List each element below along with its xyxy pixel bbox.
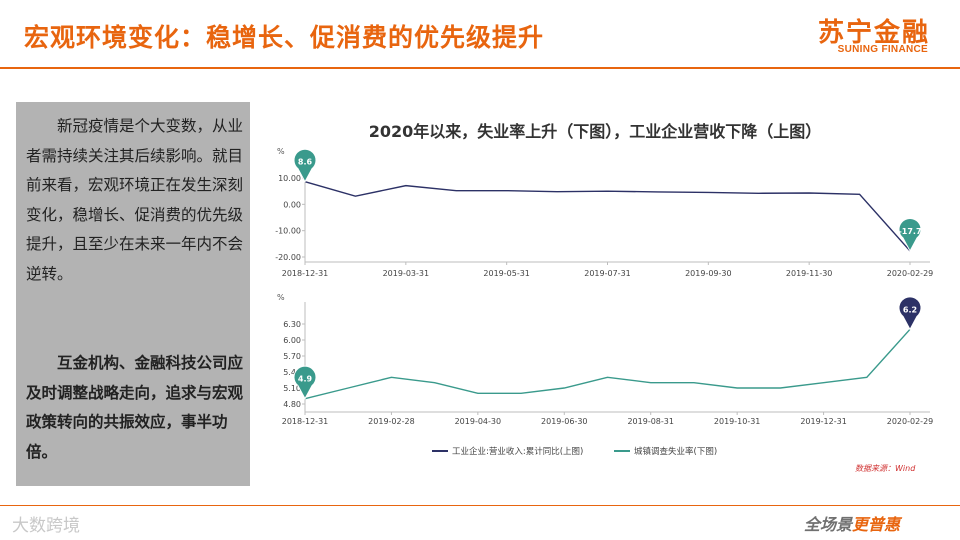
brand-logo: 苏宁金融 bbox=[817, 18, 930, 48]
series-line-top bbox=[304, 181, 911, 252]
legend-label-bottom: 城镇调查失业率(下图) bbox=[634, 446, 717, 457]
header-divider bbox=[0, 67, 960, 69]
y-tick-label-bottom: 6.00 bbox=[283, 336, 301, 345]
summary-paragraph-2: 互金机构、金融科技公司应及时调整战略走向，追求与宏观政策转向的共振效应，事半功倍… bbox=[26, 353, 244, 461]
x-tick-label-top: 2019-07-31 bbox=[584, 269, 631, 278]
data-source: 数据来源：Wind bbox=[855, 464, 916, 473]
data-pin-top-1-marker bbox=[898, 217, 922, 252]
x-tick-label-top: 2019-03-31 bbox=[383, 269, 430, 278]
y-tick-label-bottom: 6.30 bbox=[283, 320, 301, 329]
x-tick-label-bottom: 2019-06-30 bbox=[541, 417, 588, 426]
data-pin-bottom-0-label: 4.9 bbox=[298, 375, 313, 384]
series-line-bottom bbox=[304, 328, 911, 400]
footer-slogan: 全场景更普惠 bbox=[804, 511, 900, 535]
y-tick-label-top: 0.00 bbox=[283, 200, 301, 209]
x-tick-label-top: 2019-09-30 bbox=[685, 269, 732, 278]
watermark: 大数跨境 bbox=[12, 516, 80, 536]
x-tick-label-bottom: 2019-02-28 bbox=[368, 417, 415, 426]
y-tick-label-bottom: 5.10 bbox=[283, 384, 301, 393]
data-pin-top-0-label: 8.6 bbox=[298, 158, 313, 167]
footer-divider bbox=[0, 505, 960, 506]
x-tick-label-bottom: 2019-04-30 bbox=[455, 417, 502, 426]
y-tick-label-bottom: 5.70 bbox=[283, 352, 301, 361]
data-pin-bottom-1-marker bbox=[898, 296, 922, 331]
legend-label-top: 工业企业:营业收入:累计同比(上图) bbox=[452, 446, 583, 457]
x-tick-label-bottom: 2020-02-29 bbox=[887, 417, 934, 426]
page-title: 宏观环境变化：稳增长、促消费的优先级提升 bbox=[24, 23, 545, 52]
summary-paragraph-1: 新冠疫情是个大变数，从业者需持续关注其后续影响。就目前来看，宏观环境正在发生深刻… bbox=[26, 117, 244, 283]
y-unit-label-bottom: % bbox=[277, 293, 285, 302]
brand-logo-english: SUNING FINANCE bbox=[837, 44, 928, 55]
chart-title: 2020年以来，失业率上升（下图），工业企业营收下降（上图） bbox=[368, 122, 822, 141]
y-unit-label-top: % bbox=[277, 147, 285, 156]
x-tick-label-top: 2018-12-31 bbox=[282, 269, 329, 278]
y-tick-label-bottom: 5.40 bbox=[283, 368, 301, 377]
data-pin-top-1-label: -17.7 bbox=[898, 227, 921, 236]
data-pin-bottom-1-label: 6.2 bbox=[903, 305, 917, 314]
x-tick-label-top: 2019-05-31 bbox=[483, 269, 530, 278]
y-tick-label-bottom: 4.80 bbox=[283, 400, 301, 409]
slogan-part-2: 更普惠 bbox=[852, 515, 901, 534]
data-pin-bottom-0-marker bbox=[293, 365, 317, 400]
x-tick-label-bottom: 2019-12-31 bbox=[800, 417, 847, 426]
slogan-part-1: 全场景 bbox=[804, 515, 853, 534]
x-tick-label-bottom: 2018-12-31 bbox=[282, 417, 329, 426]
summary-panel bbox=[16, 102, 250, 486]
y-tick-label-top: -20.00 bbox=[275, 253, 301, 262]
data-pin-top-0-marker bbox=[293, 148, 317, 183]
x-tick-label-top: 2020-02-29 bbox=[887, 269, 934, 278]
x-tick-label-top: 2019-11-30 bbox=[786, 269, 833, 278]
x-tick-label-bottom: 2019-08-31 bbox=[627, 417, 674, 426]
y-tick-label-top: 10.00 bbox=[278, 174, 301, 183]
x-tick-label-bottom: 2019-10-31 bbox=[714, 417, 761, 426]
y-tick-label-top: -10.00 bbox=[275, 227, 301, 236]
